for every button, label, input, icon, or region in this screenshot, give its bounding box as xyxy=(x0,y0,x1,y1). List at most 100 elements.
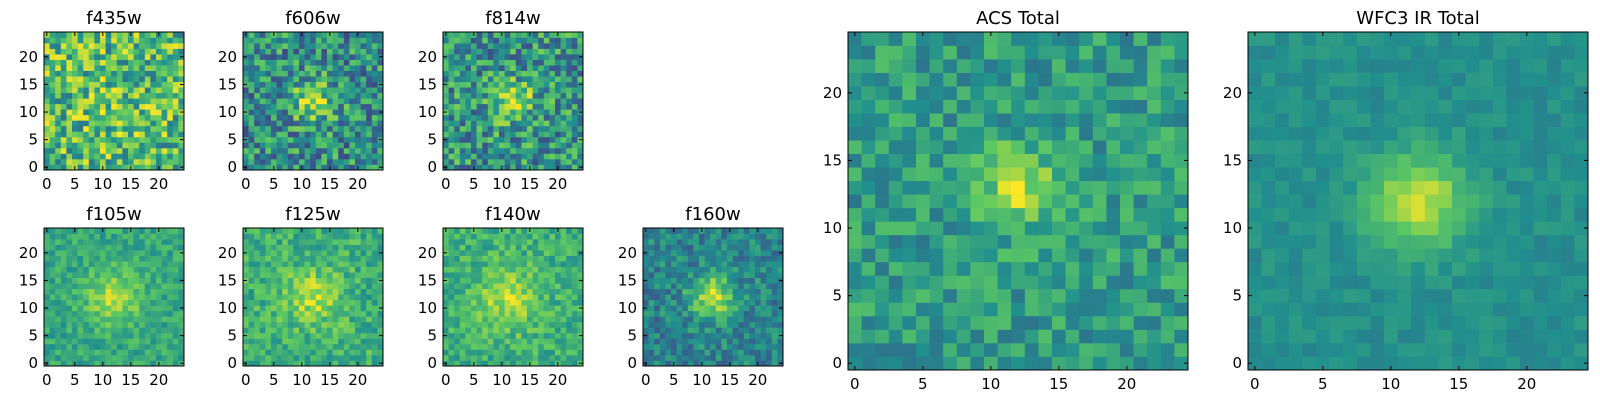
heatmap-cell xyxy=(371,158,378,165)
heatmap-cell xyxy=(902,167,917,182)
heatmap-cell xyxy=(732,255,739,262)
heatmap-cell xyxy=(448,76,455,83)
heatmap-cell xyxy=(566,299,573,306)
heatmap-cell xyxy=(355,125,361,132)
heatmap-cell xyxy=(122,283,129,290)
heatmap-cell xyxy=(721,250,728,256)
heatmap-cell xyxy=(116,332,123,339)
heatmap-cell xyxy=(454,250,461,256)
heatmap-cell xyxy=(693,305,700,312)
heatmap-cell xyxy=(538,283,545,290)
heatmap-cell xyxy=(371,244,378,251)
heatmap-cell xyxy=(343,343,350,350)
heatmap-cell xyxy=(504,327,511,334)
heatmap-cell xyxy=(161,65,168,71)
heatmap-cell xyxy=(459,228,466,234)
heatmap-cell xyxy=(72,244,78,251)
heatmap-cell xyxy=(355,261,361,267)
heatmap-cell xyxy=(83,255,90,262)
heatmap-cell xyxy=(1011,329,1026,344)
heatmap-cell xyxy=(254,103,261,110)
heatmap-cell xyxy=(178,103,185,110)
heatmap-cell xyxy=(271,70,277,77)
heatmap-cell xyxy=(521,255,528,262)
heatmap-cell xyxy=(111,354,118,361)
heatmap-cell xyxy=(172,37,179,44)
heatmap-cell xyxy=(254,233,261,240)
heatmap-cell xyxy=(139,70,146,77)
heatmap-cell xyxy=(172,294,179,301)
heatmap-cell xyxy=(265,250,272,256)
heatmap-cell xyxy=(105,250,112,256)
heatmap-cell xyxy=(1038,288,1053,303)
heatmap-cell xyxy=(760,239,767,245)
heatmap-cell xyxy=(310,233,317,240)
heatmap-cell xyxy=(721,233,728,240)
heatmap-cell xyxy=(538,43,545,49)
heatmap-cell xyxy=(1106,207,1121,222)
heatmap-cell xyxy=(116,343,123,350)
heatmap-cell xyxy=(504,305,511,312)
heatmap-cell xyxy=(738,266,745,273)
heatmap-cell xyxy=(105,153,112,160)
heatmap-cell xyxy=(139,332,146,339)
heatmap-cell xyxy=(248,92,255,99)
heatmap-cell xyxy=(332,54,339,60)
heatmap-cell xyxy=(482,321,489,328)
heatmap-cell xyxy=(49,321,56,328)
heatmap-cell xyxy=(139,43,146,49)
heatmap-cell xyxy=(916,275,930,290)
heatmap-cell xyxy=(172,54,179,60)
heatmap-cell xyxy=(161,54,168,60)
heatmap-cell xyxy=(167,294,174,301)
heatmap-cell xyxy=(321,43,328,49)
heatmap-cell xyxy=(167,136,174,143)
heatmap-cell xyxy=(566,305,573,312)
heatmap-cell xyxy=(538,54,545,60)
heatmap-cell xyxy=(167,54,174,60)
heatmap-cell xyxy=(366,305,373,312)
heatmap-cell xyxy=(116,136,123,143)
heatmap-cell xyxy=(676,277,683,284)
heatmap-cell xyxy=(538,59,545,66)
heatmap-cell xyxy=(282,354,289,361)
heatmap-cell xyxy=(49,37,56,44)
heatmap-cell xyxy=(100,92,106,99)
y-tick-label: 5 xyxy=(227,327,237,345)
heatmap-cell xyxy=(510,142,517,149)
heatmap-cell xyxy=(271,255,277,262)
heatmap-cell xyxy=(515,244,522,251)
heatmap-cell xyxy=(77,299,84,306)
heatmap-cell xyxy=(265,131,272,138)
heatmap-cell xyxy=(55,228,62,234)
heatmap-cell xyxy=(715,360,722,367)
heatmap-cell xyxy=(555,338,561,345)
heatmap-cell xyxy=(1038,234,1053,249)
heatmap-cell xyxy=(454,87,461,94)
heatmap-cell xyxy=(100,43,106,49)
heatmap-cell xyxy=(555,147,561,154)
heatmap-cell xyxy=(321,266,328,273)
heatmap-cell xyxy=(265,255,272,262)
heatmap-cell xyxy=(139,239,146,245)
heatmap-cell xyxy=(366,164,373,171)
heatmap-cell xyxy=(1011,153,1026,168)
heatmap-cell xyxy=(459,120,466,127)
heatmap-cell xyxy=(332,228,339,234)
heatmap-cell xyxy=(732,261,739,267)
heatmap-cell xyxy=(299,305,305,312)
heatmap-cell xyxy=(172,299,179,306)
heatmap-cell xyxy=(577,120,584,127)
heatmap-cell xyxy=(144,142,151,149)
heatmap-cell xyxy=(271,261,277,267)
heatmap-cell xyxy=(566,349,573,356)
heatmap-cell xyxy=(476,321,483,328)
heatmap-cell xyxy=(377,255,384,262)
heatmap-cell xyxy=(167,321,174,328)
heatmap-cell xyxy=(504,272,511,279)
heatmap-cell xyxy=(560,32,567,38)
heatmap-cell xyxy=(755,310,761,317)
heatmap-cell xyxy=(510,65,517,71)
heatmap-cell xyxy=(254,239,261,245)
heatmap-cell xyxy=(848,180,862,195)
